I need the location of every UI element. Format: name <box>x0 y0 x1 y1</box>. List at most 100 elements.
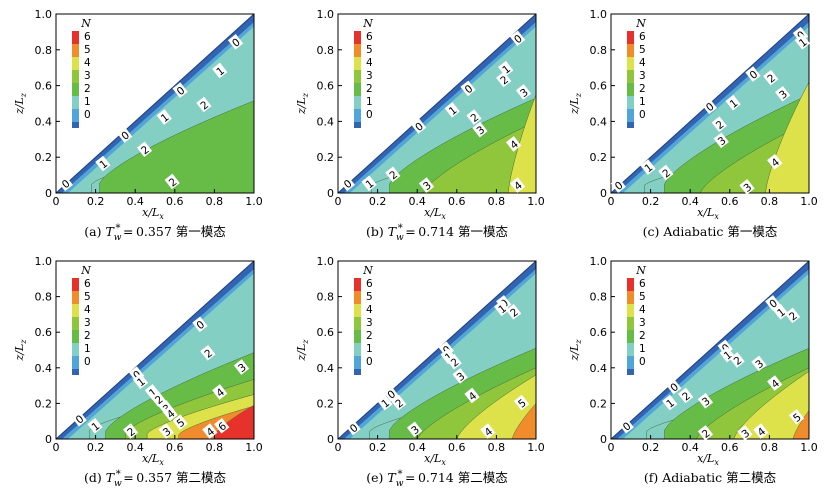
y-axis-label-main: z/L <box>568 97 581 115</box>
contour-label-bg <box>452 368 468 384</box>
y-tick-label: 1.0 <box>590 8 608 21</box>
caption-sub: w <box>114 479 122 489</box>
y-axis-label: z/Lz <box>13 92 28 115</box>
x-tick-label: 0.8 <box>761 441 779 454</box>
region-level-5 <box>508 94 537 194</box>
contour-label-bg <box>494 300 510 317</box>
x-tick-label: 0 <box>335 195 342 208</box>
legend-swatch <box>72 109 79 122</box>
y-tick-label: 0.2 <box>35 397 53 410</box>
legend-swatch <box>627 291 634 304</box>
x-axis-label: x/Lx <box>424 206 446 221</box>
legend-label: 3 <box>639 317 646 329</box>
legend-label: 4 <box>366 57 373 69</box>
y-tick-label: 1.0 <box>35 8 53 21</box>
contour-label-bg <box>150 391 166 407</box>
contour-label-bg <box>132 373 149 390</box>
y-axis-label-sub: z <box>574 92 583 98</box>
contour-label-bg <box>763 69 779 86</box>
caption-rest: 0.714 第一模态 <box>416 224 508 239</box>
contour-label-bg <box>513 394 530 411</box>
legend-label: 5 <box>366 291 373 303</box>
contour-label-bg <box>697 425 714 441</box>
x-axis-label: x/Lx <box>697 452 719 467</box>
legend-label: 4 <box>84 57 91 69</box>
plot-frame <box>610 260 810 440</box>
y-tick-label: 0.8 <box>590 44 608 57</box>
y-tick-label: 0.2 <box>590 151 608 164</box>
legend-label: 5 <box>639 44 646 56</box>
legend-swatch <box>354 96 361 109</box>
wall-line <box>337 260 537 440</box>
legend-swatch <box>627 304 634 317</box>
x-tick-label: 1.0 <box>245 195 263 208</box>
region-level-6 <box>511 402 537 440</box>
x-tick-label: 0.6 <box>166 441 184 454</box>
contour-label-bg <box>794 34 811 50</box>
legend-label: 0 <box>84 356 91 368</box>
legend-swatch <box>72 44 79 57</box>
region-level-5 <box>733 370 810 440</box>
x-tick-label: 0 <box>53 441 60 454</box>
legend-label: 4 <box>84 304 91 316</box>
contour-label-bg <box>666 378 682 395</box>
legend-swatch <box>627 109 634 122</box>
y-tick-label: 0.4 <box>35 115 53 128</box>
contour-label-bg <box>464 387 480 404</box>
wall-line <box>55 13 255 194</box>
contour-label-bg <box>739 179 755 195</box>
y-tick-label: 0.8 <box>317 44 335 57</box>
caption-prefix: (f) <box>644 470 662 485</box>
x-axis-label-sub: x <box>714 212 719 221</box>
contour-label-bg <box>444 102 460 118</box>
contour-label-bg <box>95 155 111 172</box>
legend-label: 5 <box>84 291 91 303</box>
contour-label-bg <box>212 62 228 79</box>
x-tick-label: 1.0 <box>527 195 545 208</box>
caption-sub: w <box>114 233 122 243</box>
y-axis-label: z/Lz <box>295 339 310 362</box>
x-tick-label: 0.8 <box>488 195 506 208</box>
legend-label: 4 <box>366 304 373 316</box>
legend-label: 2 <box>366 83 373 95</box>
y-axis-label: z/Lz <box>13 339 28 362</box>
caption-sub: w <box>396 233 404 243</box>
legend-swatch <box>72 31 79 44</box>
y-tick-label: 0 <box>45 187 52 200</box>
contour-label-bg <box>677 387 694 404</box>
caption-equals: = <box>403 224 416 239</box>
legend-label: 6 <box>639 278 646 290</box>
legend-label: 2 <box>84 83 91 95</box>
legend-label: 6 <box>639 31 646 43</box>
caption-rest: 0.357 第一模态 <box>133 224 225 239</box>
contour-label-bg <box>713 132 729 149</box>
x-axis-label: x/Lx <box>424 452 446 467</box>
x-axis-label-sub: x <box>159 212 164 221</box>
contour-label-bg <box>737 425 753 441</box>
region-level-3 <box>99 100 255 194</box>
contour-label-bg <box>472 121 488 138</box>
y-tick-label: 1.0 <box>35 255 53 268</box>
contour-label-bg <box>460 80 476 97</box>
contour-label-bg <box>784 307 801 324</box>
contour-label-bg <box>751 355 767 372</box>
contour-label-bg <box>711 116 727 132</box>
wall-line <box>55 260 255 440</box>
legend-label: 5 <box>84 44 91 56</box>
x-tick-label: 0.6 <box>448 441 466 454</box>
x-axis-label-sub: x <box>441 212 446 221</box>
contour-label-bg <box>697 393 714 409</box>
contour-label-bg <box>773 304 789 320</box>
legend-label: 2 <box>366 330 373 342</box>
x-tick-label: 1.0 <box>245 441 263 454</box>
chart-panel-2: 0 0.2 0.4 0.6 0.8 1.0 0 0.2 0.4 0.6 0.8 1.0 x/Lx z/Lz… <box>568 8 818 239</box>
x-tick-label: 0.6 <box>721 441 739 454</box>
caption-sup: * <box>397 469 402 480</box>
y-tick-label: 0.4 <box>317 115 335 128</box>
x-axis-label-sub: x <box>159 458 164 467</box>
legend-label: 6 <box>366 278 373 290</box>
contour-label-bg <box>196 96 212 113</box>
y-tick-label: 0.4 <box>590 115 608 128</box>
x-tick-label: 0.8 <box>761 195 779 208</box>
